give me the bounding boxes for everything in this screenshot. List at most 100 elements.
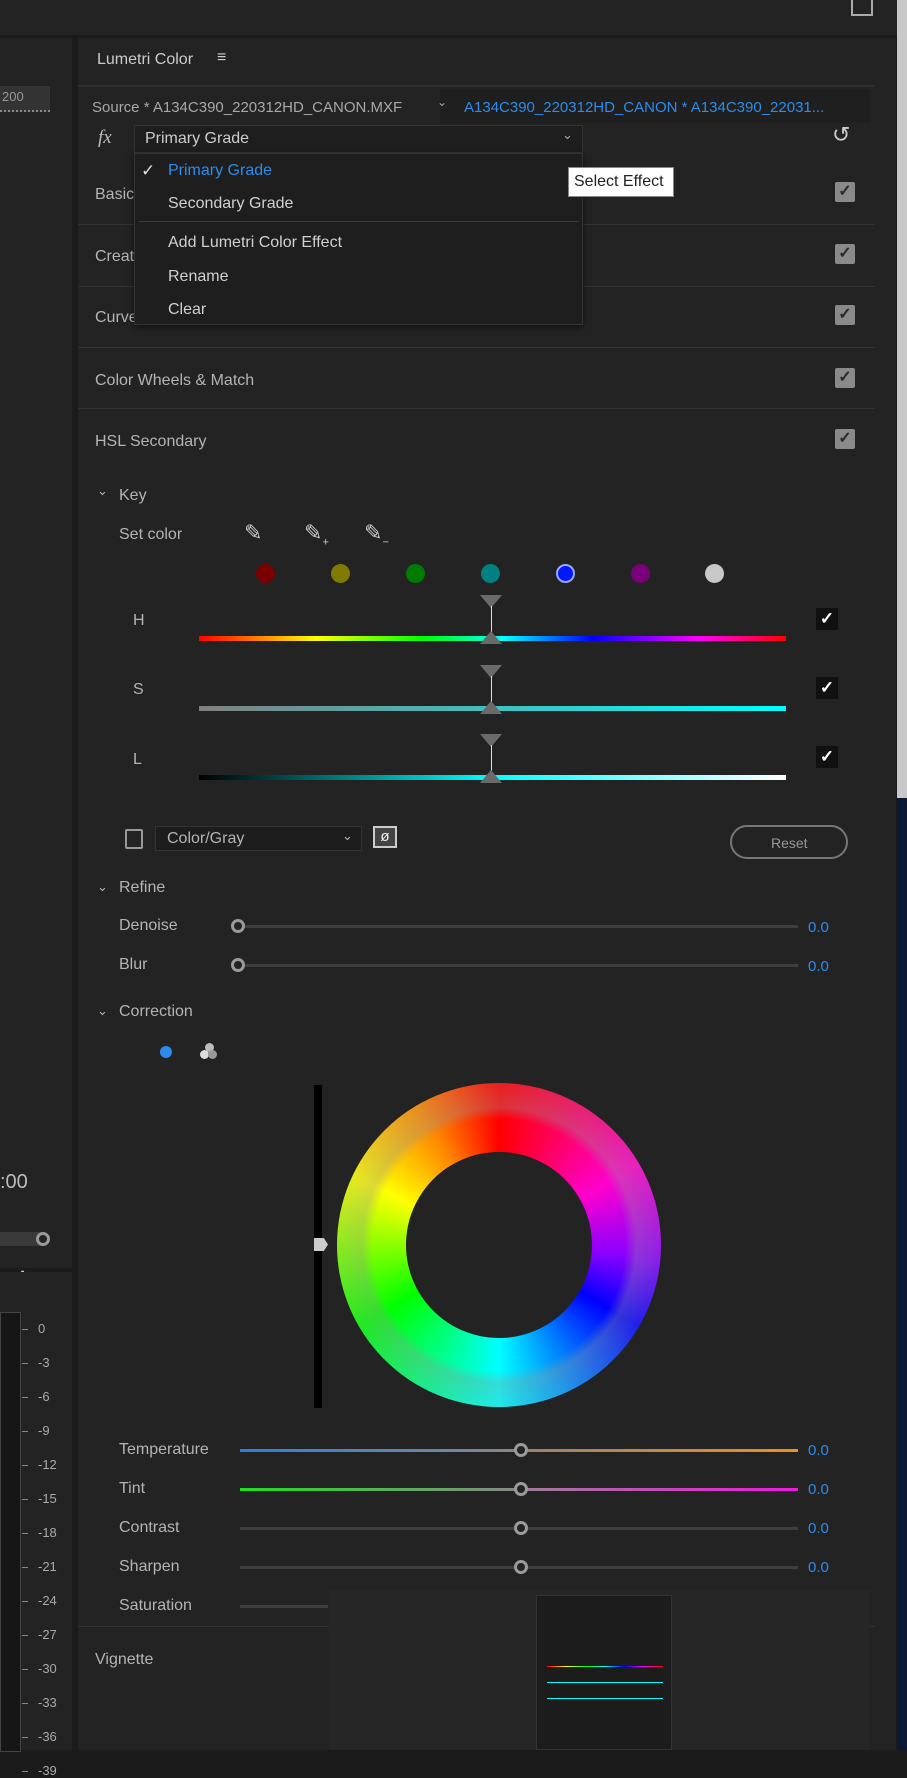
luminance-checkbox[interactable]: ✓ bbox=[816, 746, 838, 768]
show-mask-checkbox[interactable] bbox=[125, 829, 143, 849]
blur-thumb[interactable] bbox=[231, 958, 245, 972]
meter-tick bbox=[22, 1703, 28, 1704]
meter-tick bbox=[22, 1499, 28, 1500]
refine-heading[interactable]: Refine bbox=[119, 879, 166, 896]
chevron-down-icon[interactable]: ⌄ bbox=[97, 1003, 108, 1018]
denoise-value[interactable]: 0.0 bbox=[808, 919, 829, 936]
luminance-label: L bbox=[133, 751, 142, 768]
meter-tick bbox=[22, 1567, 28, 1568]
meter-tick-label: -30 bbox=[38, 1661, 57, 1676]
section-header[interactable]: Creat bbox=[95, 248, 135, 265]
meter-tick bbox=[22, 1329, 28, 1330]
saturation-checkbox[interactable]: ✓ bbox=[816, 677, 838, 699]
hamburger-icon[interactable]: ≡ bbox=[217, 49, 227, 66]
export-icon[interactable] bbox=[851, 0, 873, 16]
meter-tick-label: -27 bbox=[38, 1627, 57, 1642]
desktop-background bbox=[897, 798, 907, 1750]
denoise-thumb[interactable] bbox=[231, 919, 245, 933]
sharpen-thumb[interactable] bbox=[514, 1560, 528, 1574]
saturation-label: Saturation bbox=[119, 1597, 192, 1614]
contrast-thumb[interactable] bbox=[514, 1521, 528, 1535]
color-swatch[interactable] bbox=[331, 564, 350, 583]
color-swatch[interactable] bbox=[481, 564, 500, 583]
color-swatch[interactable] bbox=[406, 564, 425, 583]
range-bottom-handle[interactable] bbox=[480, 631, 502, 644]
three-wheel-icon[interactable] bbox=[200, 1043, 218, 1061]
section-enable-checkbox[interactable]: ✓ bbox=[835, 244, 855, 264]
chevron-down-icon[interactable]: ⌄ bbox=[437, 95, 448, 109]
tint-thumb[interactable] bbox=[514, 1482, 528, 1496]
tint-value[interactable]: 0.0 bbox=[808, 1481, 829, 1498]
temperature-thumb[interactable] bbox=[514, 1443, 528, 1457]
meter-tick bbox=[22, 1431, 28, 1432]
window-edge bbox=[897, 0, 907, 798]
section-enable-checkbox[interactable]: ✓ bbox=[835, 182, 855, 202]
ruler-label: 200 bbox=[2, 89, 24, 104]
section-header[interactable]: Basic bbox=[95, 186, 135, 203]
correction-heading[interactable]: Correction bbox=[119, 1003, 193, 1020]
range-center-line bbox=[491, 676, 492, 711]
range-bottom-handle[interactable] bbox=[480, 701, 502, 714]
zoom-scrollbar[interactable] bbox=[0, 1232, 45, 1246]
invert-mask-icon[interactable]: ø bbox=[373, 826, 397, 848]
vignette-heading[interactable]: Vignette bbox=[95, 1651, 154, 1668]
section-header[interactable]: HSL Secondary bbox=[95, 433, 207, 450]
eyedropper-icon[interactable]: ✎ bbox=[244, 520, 263, 545]
meter-tick-label: -6 bbox=[38, 1389, 50, 1404]
meter-tick-label: -18 bbox=[38, 1525, 57, 1540]
chevron-down-icon[interactable]: ⌄ bbox=[97, 879, 108, 894]
effect-select[interactable] bbox=[134, 125, 583, 153]
denoise-slider[interactable] bbox=[238, 925, 798, 928]
section-header[interactable]: Color Wheels & Match bbox=[95, 372, 255, 389]
color-swatch[interactable] bbox=[556, 564, 575, 583]
reset-button[interactable] bbox=[730, 825, 848, 859]
effect-dropdown-menu: ✓ Primary Grade Secondary Grade Add Lume… bbox=[134, 153, 583, 325]
eyedropper-add-icon[interactable]: ✎+ bbox=[304, 520, 329, 549]
source-clip-label[interactable]: Source * A134C390_220312HD_CANON.MXF bbox=[92, 99, 403, 116]
meter-tick bbox=[22, 1363, 28, 1364]
temperature-value[interactable]: 0.0 bbox=[808, 1442, 829, 1459]
mask-mode-select[interactable] bbox=[155, 826, 362, 851]
sequence-clip-link[interactable]: A134C390_220312HD_CANON * A134C390_22031… bbox=[464, 99, 825, 116]
color-swatch[interactable] bbox=[631, 564, 650, 583]
menu-item-rename[interactable]: Rename bbox=[168, 268, 229, 285]
meter-tick-label: -3 bbox=[38, 1355, 50, 1370]
range-bottom-handle[interactable] bbox=[480, 770, 502, 783]
eyedropper-subtract-icon[interactable]: ✎− bbox=[364, 520, 389, 549]
contrast-value[interactable]: 0.0 bbox=[808, 1520, 829, 1537]
panel-title[interactable]: Lumetri Color bbox=[97, 51, 194, 68]
time-ruler[interactable] bbox=[0, 86, 50, 112]
key-heading[interactable]: Key bbox=[119, 487, 147, 504]
range-top-handle[interactable] bbox=[480, 595, 502, 608]
menu-item-add-lumetri[interactable]: Add Lumetri Color Effect bbox=[168, 234, 343, 251]
reset-effect-icon[interactable]: ↺ bbox=[832, 122, 851, 147]
color-swatch[interactable] bbox=[705, 564, 724, 583]
menu-item-primary-grade[interactable]: Primary Grade bbox=[168, 162, 273, 179]
meter-tick-label: -9 bbox=[38, 1423, 50, 1438]
color-swatch[interactable] bbox=[256, 564, 275, 583]
color-wheel[interactable] bbox=[337, 1083, 661, 1407]
audio-meter-panel: 0 -3 -6 -9 -12 -15 -18 -21 -24 -27 -30 -33 -36 -39 bbox=[0, 1272, 72, 1777]
range-top-handle[interactable] bbox=[480, 665, 502, 678]
hue-label: H bbox=[133, 612, 145, 629]
blur-slider[interactable] bbox=[238, 964, 798, 967]
section-enable-checkbox[interactable]: ✓ bbox=[835, 305, 855, 325]
contrast-label: Contrast bbox=[119, 1519, 180, 1536]
range-top-handle[interactable] bbox=[480, 734, 502, 747]
sharpen-value[interactable]: 0.0 bbox=[808, 1559, 829, 1576]
check-icon: ✓ bbox=[141, 161, 156, 180]
single-wheel-icon[interactable] bbox=[160, 1046, 172, 1058]
chevron-down-icon[interactable]: ⌄ bbox=[97, 483, 108, 498]
menu-item-secondary-grade[interactable]: Secondary Grade bbox=[168, 195, 294, 212]
section-enable-checkbox[interactable]: ✓ bbox=[835, 368, 855, 388]
menu-item-clear[interactable]: Clear bbox=[168, 301, 207, 318]
zoom-handle[interactable] bbox=[36, 1232, 50, 1246]
saturation-slider[interactable] bbox=[240, 1605, 328, 1608]
section-header[interactable]: Curve bbox=[95, 309, 138, 326]
hue-checkbox[interactable]: ✓ bbox=[816, 608, 838, 630]
section-enable-checkbox[interactable]: ✓ bbox=[835, 429, 855, 449]
meter-tick bbox=[22, 1635, 28, 1636]
luma-slider-handle[interactable] bbox=[314, 1238, 328, 1251]
blur-value[interactable]: 0.0 bbox=[808, 958, 829, 975]
audio-meter bbox=[0, 1312, 21, 1752]
